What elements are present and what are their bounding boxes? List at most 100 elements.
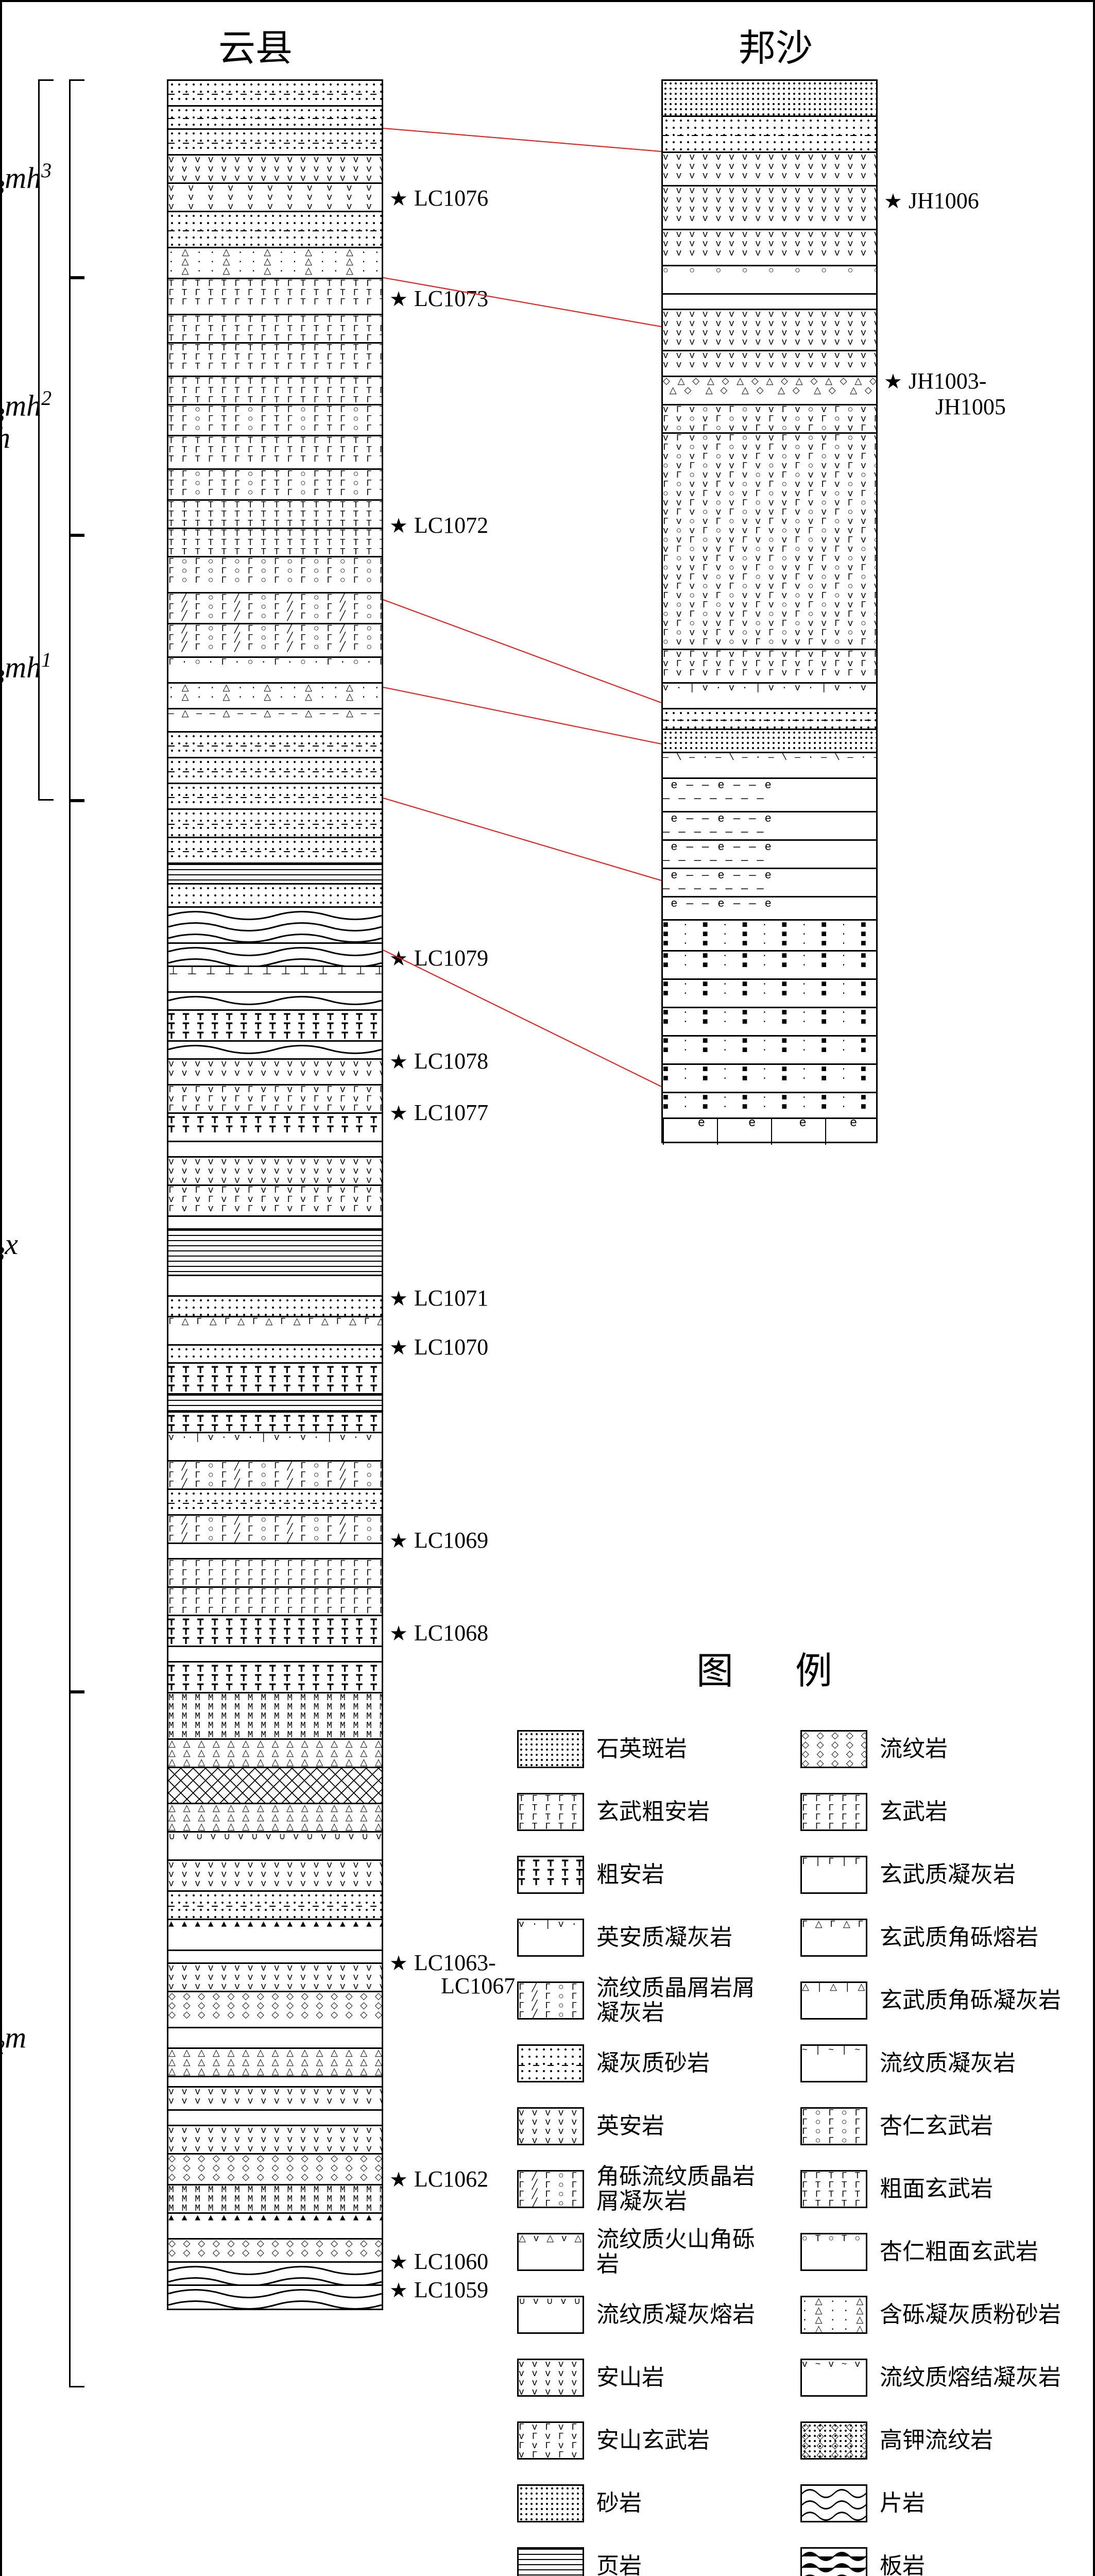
- strat-segment: — \ — · — \ — · — \ — · — \ — · — \ — · …: [663, 753, 876, 779]
- strat-segment: Г ╱ Г ○ Г ╱ Г ○ Г ╱ Г ○ Г ╱ Г ○ Г ╱ Г ○ …: [168, 1462, 382, 1490]
- legend-item: · △ · · △ · · △ · · △ · · △ · · △ · · △ …: [800, 2291, 1068, 2338]
- strat-segment: [168, 2077, 382, 2088]
- legend-swatch: T Г T Г T Г T Г Г T Г T Г T Г T T Г T Г …: [800, 2170, 867, 2208]
- legend-item: v v v v v v v v v v v v v v v v v v v v …: [517, 2354, 775, 2401]
- strat-segment: [168, 1395, 382, 1413]
- legend-item: v ~ v ~ v ~ v ~ v ~ v ~ 流纹质熔结凝灰岩: [800, 2354, 1068, 2401]
- strat-segment: ┳ ┳ ┳ ┳ ┳ ┳ ┳ ┳ ┳ ┳ ┳ ┳ ┳ ┳ ┳ ┳ ┳ ┳ ┳ ┳ …: [168, 1663, 382, 1693]
- strat-segment: v v v v v v v v v v v v v v v v v v v v …: [168, 2126, 382, 2155]
- sample-label: LC1072: [389, 512, 488, 538]
- legend-label: 粗安岩: [596, 1862, 775, 1887]
- strat-segment: ○ ○ ○ ○ ○ ○ ○ ○ ○ ○ ○ ○ ○ ○: [663, 266, 876, 295]
- legend-label: 板岩: [880, 2554, 1068, 2576]
- legend-swatch: [517, 1730, 584, 1768]
- strat-segment: [168, 1230, 382, 1276]
- legend-label: 含砾凝灰质粉砂岩: [880, 2302, 1068, 2327]
- sample-label: LC1071: [389, 1285, 488, 1311]
- strat-segment: [168, 2111, 382, 2126]
- strat-segment: ┳ ┳ ┳ ┳ ┳ ┳ ┳ ┳ ┳ ┳ ┳ ┳ ┳ ┳ ┳ ┳ ┳ ┳ ┳ ┳ …: [168, 1011, 382, 1042]
- strat-segment: e — — e — — e — — — — — — —: [663, 841, 876, 869]
- strat-segment: ◇ ◇ ◇ ◇ ◇ ◇ ◇ ◇ ◇ ◇ ◇ ◇ ◇ ◇ ◇ ◇ ◇ ◇ ◇ ◇ …: [168, 1992, 382, 2028]
- sample-label: LC1078: [389, 1048, 488, 1074]
- strat-segment: [168, 1217, 382, 1230]
- strat-segment: ■ · ■ · ■ · ■ · ■ · ■ · ■ · ■ · ■ · ■ · …: [663, 980, 876, 1008]
- legend-swatch: △ v △ v △ v △ v: [517, 2233, 584, 2271]
- strat-segment: M M M M M M M M M M M M M M M M M M M M …: [168, 2185, 382, 2214]
- header-left: 云县: [218, 18, 293, 72]
- legend-label: 流纹质凝灰熔岩: [596, 2302, 775, 2327]
- legend-swatch: ┳ ┳ ┳ ┳ ┳ ┳ ┳ ┳ ┳ ┳ ┳ ┳ ┳ ┳ ┳ ┳ ┳ ┳ ┳ ┳ …: [517, 1856, 584, 1894]
- legend-item: ~ | ~ | ~ | ~ | ~ | ~ | ~ | ~ | 流纹质凝灰岩: [800, 2040, 1068, 2087]
- legend-label: 英安质凝灰岩: [596, 1925, 775, 1950]
- sample-label: LC1060: [389, 2248, 488, 2275]
- legend-swatch: Г ╱ Г ○ Г ╱ Г ○ Г ╱ Г ○ Г ╱ Г ○ Г ╱ Г ○ …: [517, 2170, 584, 2208]
- sample-label: LC1070: [389, 1334, 488, 1360]
- bracket-label: T2m: [0, 2020, 26, 2059]
- strat-segment: [168, 1892, 382, 1920]
- stratigraphic-bracket: T2m: [69, 1692, 84, 2387]
- strat-segment: e — — e — — e — — — — — — —: [663, 869, 876, 897]
- sample-label: LC1059: [389, 2277, 488, 2303]
- strat-segment: [168, 733, 382, 758]
- strat-segment: Г · ○ · Г · ○ · Г · ○ · Г · ○ · Г · ○ · …: [168, 658, 382, 684]
- strat-segment: v v v v v v v v v v v v v v v v v v v v …: [168, 2088, 382, 2111]
- legend-title: 图例: [517, 1640, 1073, 1694]
- strat-segment: [663, 117, 876, 153]
- strat-segment: [168, 758, 382, 784]
- strat-segment: ◇ ◇ ◇ ◇ ◇ ◇ ◇ ◇ ◇ ◇ ◇ ◇ ◇ ◇ ◇ ◇ ◇ ◇ ◇ ◇ …: [168, 2240, 382, 2263]
- legend-swatch: Г | Г | Г | Г | Г | Г |: [800, 1856, 867, 1894]
- strat-segment: [663, 730, 876, 753]
- legend-label: 安山玄武岩: [596, 2428, 775, 2453]
- legend-label: 页岩: [596, 2554, 775, 2576]
- legend-swatch: v · | v · v · | v · v · | v ·: [517, 1919, 584, 1957]
- strat-segment: [168, 864, 382, 885]
- strat-segment: v v v v v v v v v v v v v v v v v v v v …: [168, 1861, 382, 1892]
- strat-segment: △ △ △ △ △ △ △ △ △ △ △ △ △ △ △ △ △ △ △ △ …: [168, 1740, 382, 1768]
- sample-label: LC1063-: [389, 1950, 496, 1976]
- legend-item: Г ○ Г ○ Г ○ Г ○ Г ○ Г ○ Г ○ Г ○ Г ○ Г ○ …: [800, 2103, 1068, 2150]
- strat-segment: [168, 908, 382, 944]
- strat-segment: [168, 2028, 382, 2049]
- bracket-label: T3x: [0, 1227, 18, 1266]
- strat-segment: [168, 1490, 382, 1516]
- strat-segment: △ △ △ △ △ △ △ △ △ △ △ △ △ △ △ △ △ △ △ △ …: [168, 2049, 382, 2077]
- strat-segment: T Г T Г T Г T Г T Г T Г T Г T Г T Г T Г …: [168, 344, 382, 377]
- legend-label: 角砾流纹质晶岩屑凝灰岩: [596, 2164, 775, 2214]
- strat-segment: [168, 130, 382, 156]
- legend-label: 流纹质熔结凝灰岩: [880, 2365, 1068, 2390]
- legend-label: 高钾流纹岩: [880, 2428, 1068, 2453]
- legend-swatch: ◇ ◇ ◇ ◇ ◇ ◇ ◇ ◇ ◇ ◇ ◇ ◇ ◇ ◇ ◇ ◇ ◇ ◇ ◇ ◇ …: [800, 1730, 867, 1768]
- legend-item: ◇ ◇ ◇ ◇ ◇ ◇ ◇ ◇ ◇ ◇ ◇ ◇ ◇ ◇ ◇ ◇ ◇ ◇ ◇ ◇ …: [800, 2417, 1068, 2464]
- legend-swatch: [517, 2044, 584, 2082]
- strat-segment: [663, 81, 876, 117]
- strat-segment: T Г T Г T Г T Г T Г T Г T Г T Г T Г T Г …: [168, 315, 382, 344]
- sample-label: LC1077: [389, 1099, 488, 1126]
- strat-segment: Г ○ Г ○ Г ○ Г ○ Г ○ Г ○ Г ○ Г ○ Г ○ Г ○ …: [168, 557, 382, 594]
- strat-segment: v v v v v v v v v v v v v v v v v v v v …: [663, 351, 876, 377]
- legend-item: 砂岩: [517, 2480, 775, 2527]
- legend-col-left: 石英斑岩T Г T Г T Г T Г Г T Г T Г T Г T T Г …: [517, 1725, 775, 2576]
- strat-segment: [168, 1647, 382, 1663]
- strat-segment: ■ · ■ · ■ · ■ · ■ · ■ · ■ · ■ · ■ · ■ · …: [663, 1008, 876, 1037]
- strat-segment: ◇ ◇ ◇ ◇ ◇ ◇ ◇ ◇ ◇ ◇ ◇ ◇ ◇ ◇ ◇ ◇ ◇ ◇ ◇ ◇ …: [168, 2155, 382, 2185]
- strat-segment: ┳ ┳ ┳ ┳ ┳ ┳ ┳ ┳ ┳ ┳ ┳ ┳ ┳ ┳ ┳ ┳ ┳ ┳ ┳ ┳ …: [168, 1413, 382, 1433]
- legend-item: Г Г Г Г Г Г Г Г Г Г Г Г Г Г Г Г Г Г Г Г …: [800, 1788, 1068, 1836]
- strat-segment: [168, 1544, 382, 1560]
- strat-segment: v v v v v v v v v v v v v v v v v v v v …: [663, 187, 876, 230]
- correlation-line: [383, 128, 661, 151]
- sample-label: JH1003-: [884, 368, 986, 394]
- sample-label: JH1006: [884, 188, 979, 214]
- strat-segment: Г ╱ Г ○ Г ╱ Г ○ Г ╱ Г ○ Г ╱ Г ○ Г ╱ Г ○ …: [168, 624, 382, 658]
- bracket-label: T3mh2: [0, 386, 52, 427]
- legend-swatch: ∪ v ∪ v ∪ v ∪ v ∪ v: [517, 2296, 584, 2334]
- strat-segment: [168, 838, 382, 864]
- legend-item: 凝灰质砂岩: [517, 2040, 775, 2087]
- strat-segment: Г △ Г △ Г △ Г △ Г △ Г △ Г △ Г △ Г △ Г △ …: [168, 1317, 382, 1346]
- strat-segment: [663, 295, 876, 310]
- legend-swatch: v v v v v v v v v v v v v v v v v v v v …: [517, 2107, 584, 2145]
- legend-label: 杏仁玄武岩: [880, 2114, 1068, 2139]
- correlation-line: [383, 600, 661, 703]
- strat-segment: ┳ ┳ ┳ ┳ ┳ ┳ ┳ ┳ ┳ ┳ ┳ ┳ ┳ ┳ ┳ ┳ ┳ ┳ ┳ ┳ …: [168, 1364, 382, 1395]
- legend-label: 流纹质晶屑岩屑凝灰岩: [596, 1976, 775, 2026]
- sample-label: LC1067: [441, 1973, 515, 1999]
